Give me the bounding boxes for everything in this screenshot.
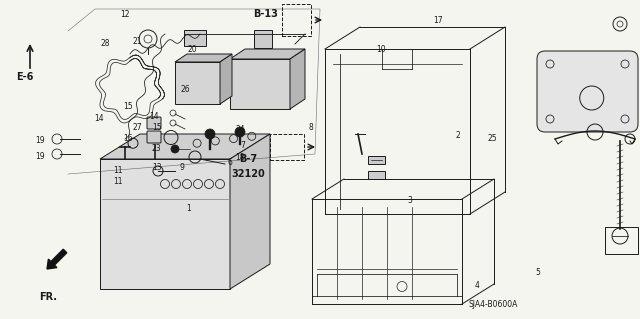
Text: 12: 12 bbox=[120, 10, 129, 19]
Text: 21: 21 bbox=[133, 37, 142, 46]
FancyBboxPatch shape bbox=[147, 117, 161, 129]
Polygon shape bbox=[230, 49, 305, 59]
Text: 19: 19 bbox=[35, 136, 45, 145]
Polygon shape bbox=[230, 134, 270, 289]
Text: 24: 24 bbox=[235, 125, 245, 134]
Polygon shape bbox=[230, 59, 290, 109]
Text: 18: 18 bbox=[236, 153, 244, 162]
Polygon shape bbox=[220, 54, 232, 104]
Text: 9: 9 bbox=[180, 163, 185, 172]
Text: 11: 11 bbox=[114, 166, 123, 175]
Text: 26: 26 bbox=[180, 85, 191, 94]
Text: 2: 2 bbox=[455, 131, 460, 140]
Text: 32120: 32120 bbox=[232, 169, 265, 179]
FancyArrow shape bbox=[47, 249, 67, 269]
Circle shape bbox=[171, 145, 179, 153]
Polygon shape bbox=[368, 171, 385, 179]
Text: E-6: E-6 bbox=[15, 71, 33, 82]
Text: 15: 15 bbox=[152, 123, 162, 132]
Text: 28: 28 bbox=[101, 39, 110, 48]
Text: SJA4-B0600A: SJA4-B0600A bbox=[468, 300, 518, 309]
Polygon shape bbox=[100, 134, 270, 159]
FancyBboxPatch shape bbox=[184, 30, 206, 46]
Text: 13: 13 bbox=[152, 163, 162, 172]
Text: 10: 10 bbox=[376, 45, 386, 54]
Text: FR.: FR. bbox=[39, 292, 57, 302]
Text: 4: 4 bbox=[474, 281, 479, 290]
Text: B-7: B-7 bbox=[239, 154, 257, 165]
Text: 20: 20 bbox=[187, 45, 197, 54]
Text: 8: 8 bbox=[308, 123, 313, 132]
Circle shape bbox=[235, 127, 245, 137]
Text: 14: 14 bbox=[94, 114, 104, 122]
Polygon shape bbox=[290, 49, 305, 109]
Text: 1: 1 bbox=[186, 204, 191, 213]
Circle shape bbox=[205, 129, 215, 139]
Text: 25: 25 bbox=[488, 134, 498, 143]
Text: 16: 16 bbox=[123, 134, 133, 143]
Text: 23: 23 bbox=[152, 144, 162, 153]
Text: 5: 5 bbox=[535, 268, 540, 277]
Text: 15: 15 bbox=[123, 102, 133, 111]
Polygon shape bbox=[100, 159, 230, 289]
Text: B-13: B-13 bbox=[253, 9, 278, 19]
Polygon shape bbox=[368, 156, 385, 164]
Text: 14: 14 bbox=[148, 112, 159, 121]
FancyBboxPatch shape bbox=[254, 30, 272, 48]
Text: 27: 27 bbox=[132, 123, 143, 132]
Text: 3: 3 bbox=[407, 197, 412, 205]
Text: 17: 17 bbox=[433, 16, 444, 25]
Text: 11: 11 bbox=[114, 177, 123, 186]
Text: 19: 19 bbox=[35, 152, 45, 161]
Polygon shape bbox=[175, 54, 232, 62]
Polygon shape bbox=[175, 62, 220, 104]
Text: 6: 6 bbox=[228, 158, 233, 167]
FancyBboxPatch shape bbox=[537, 51, 638, 132]
Text: 7: 7 bbox=[241, 141, 246, 150]
FancyBboxPatch shape bbox=[147, 131, 161, 143]
